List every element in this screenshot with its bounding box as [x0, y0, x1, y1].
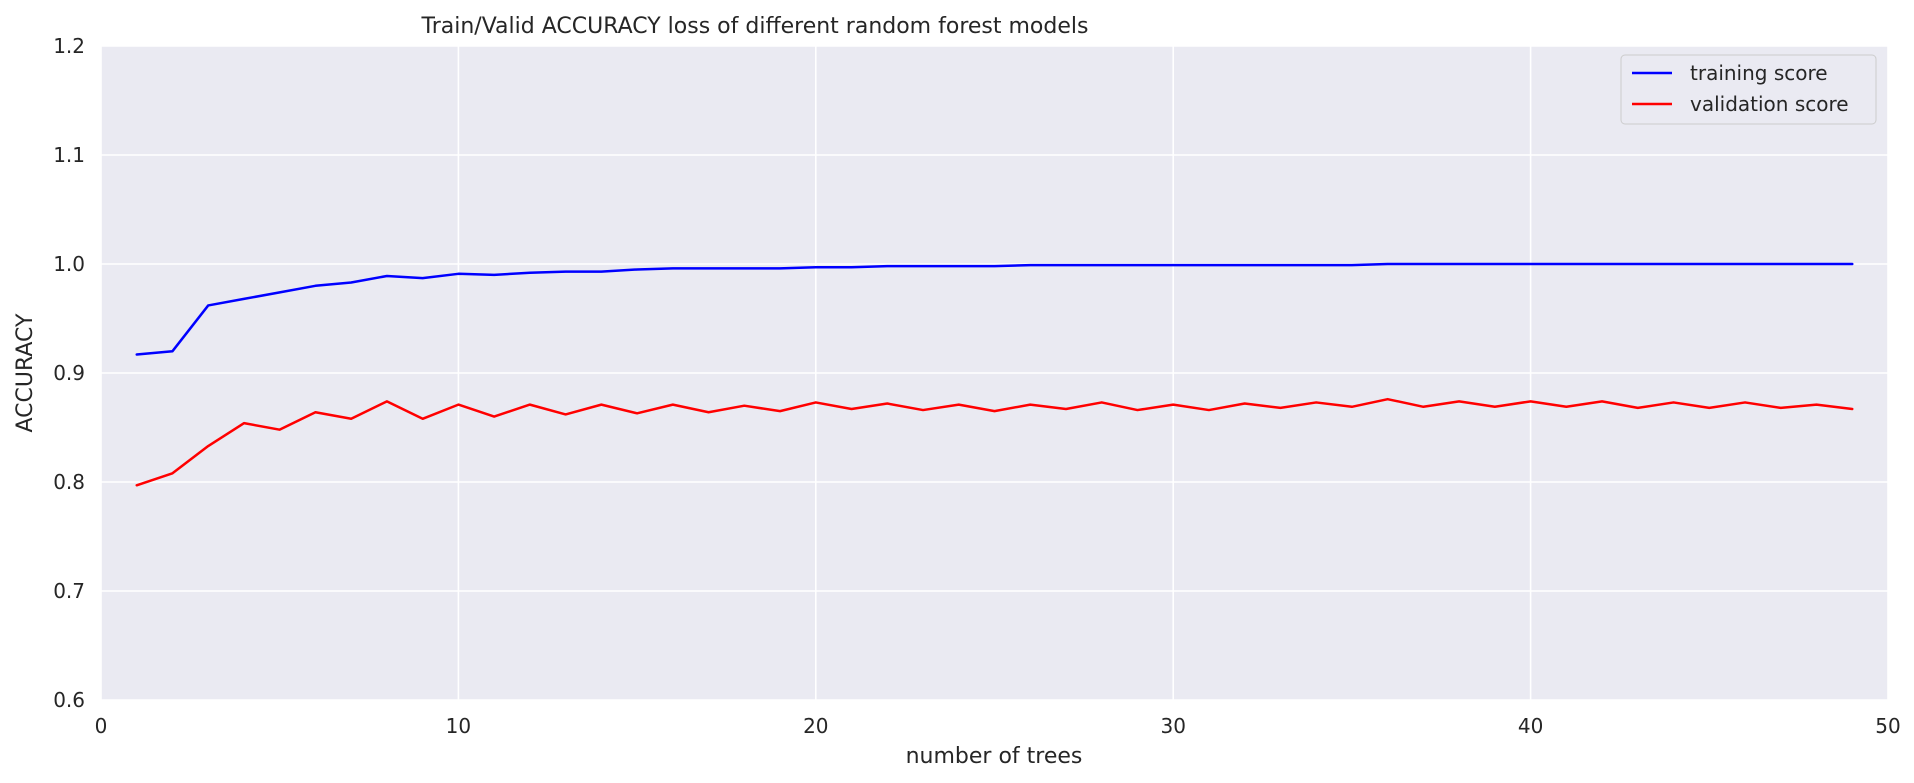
x-tick-label: 40: [1518, 714, 1543, 738]
x-axis-ticks: 0 10 20 30 40 50: [95, 714, 1901, 738]
y-axis-ticks: 0.6 0.7 0.8 0.9 1.0 1.1 1.2: [53, 34, 85, 712]
x-tick-label: 0: [95, 714, 108, 738]
x-tick-label: 20: [803, 714, 828, 738]
series-line-validation-score: [135, 397, 1854, 487]
y-axis-label: ACCURACY: [13, 313, 38, 433]
chart-title: Train/Valid ACCURACY loss of different r…: [421, 14, 1089, 39]
y-tick-label: 1.1: [53, 143, 85, 167]
x-tick-label: 10: [446, 714, 471, 738]
y-tick-label: 0.8: [53, 470, 85, 494]
series-line-training-score: [135, 262, 1854, 356]
legend-label-training: training score: [1690, 61, 1828, 85]
y-tick-label: 1.2: [53, 34, 85, 58]
legend-box: [1620, 54, 1877, 125]
x-tick-label: 30: [1160, 714, 1185, 738]
y-tick-label: 0.9: [53, 361, 85, 385]
legend-label-validation: validation score: [1690, 92, 1849, 116]
x-axis-label: number of trees: [906, 744, 1083, 769]
legend: training score validation score: [1620, 54, 1877, 125]
y-tick-label: 1.0: [53, 252, 85, 276]
x-tick-label: 50: [1875, 714, 1900, 738]
y-tick-label: 0.7: [53, 579, 85, 603]
y-tick-label: 0.6: [53, 688, 85, 712]
series-layer: [135, 262, 1854, 487]
